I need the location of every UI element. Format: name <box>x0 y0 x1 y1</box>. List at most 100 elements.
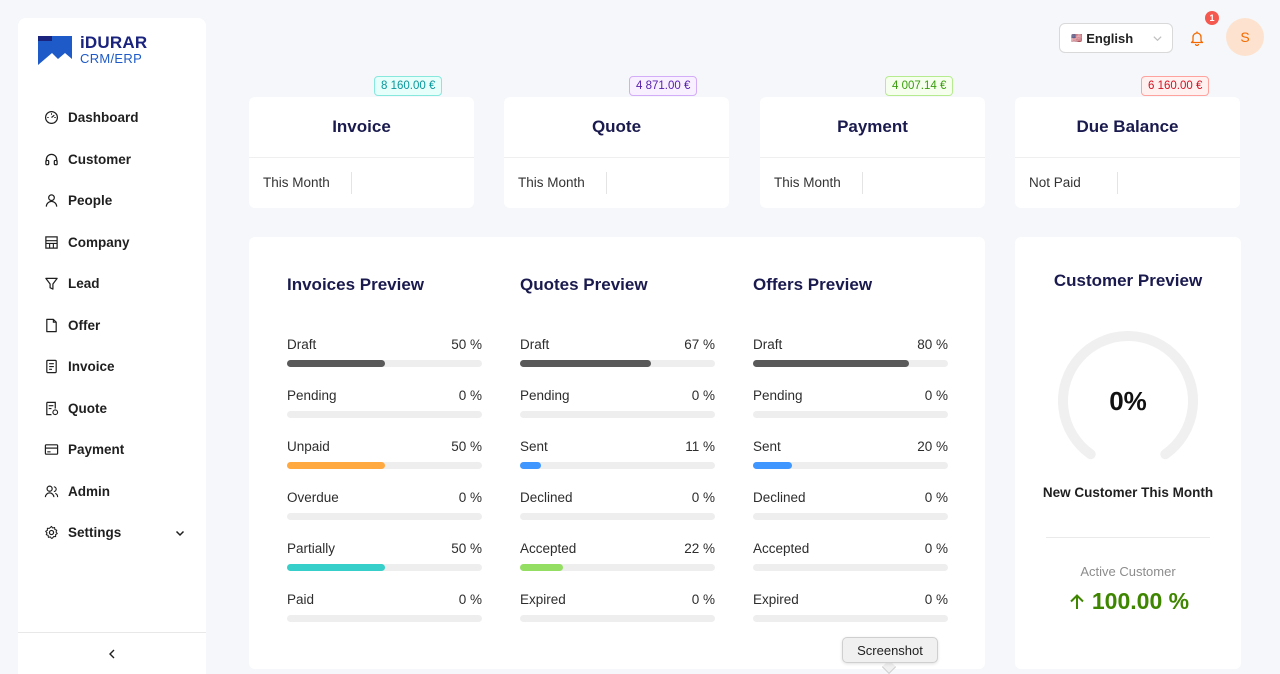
sidebar-item-settings[interactable]: Settings <box>18 512 206 554</box>
sidebar-item-dashboard[interactable]: Dashboard <box>18 97 206 139</box>
status-percent: 0 % <box>924 592 948 607</box>
avatar[interactable]: S <box>1226 18 1264 56</box>
status-percent: 0 % <box>691 490 715 505</box>
progress-fill <box>287 462 385 469</box>
status-percent: 0 % <box>458 592 482 607</box>
sidebar-item-company[interactable]: Company <box>18 222 206 264</box>
sidebar-item-label: Dashboard <box>68 110 139 126</box>
status-label: Accepted <box>753 541 810 556</box>
status-percent: 0 % <box>458 490 482 505</box>
file-icon <box>44 318 59 333</box>
status-row-draft: Draft 50 % <box>287 337 482 367</box>
status-row-expired: Expired 0 % <box>520 592 715 622</box>
sidebar-collapse-button[interactable] <box>18 632 206 674</box>
status-label: Declined <box>753 490 806 505</box>
app-logo[interactable]: iDURAR CRM/ERP <box>38 32 147 66</box>
sidebar-item-label: People <box>68 193 113 209</box>
status-row-pending: Pending 0 % <box>520 388 715 418</box>
status-row-sent: Sent 20 % <box>753 439 948 469</box>
sidebar-item-quote[interactable]: Quote <box>18 388 206 430</box>
status-label: Declined <box>520 490 573 505</box>
sidebar-item-people[interactable]: People <box>18 180 206 222</box>
status-label: Paid <box>287 592 315 607</box>
progress-track <box>287 411 482 418</box>
due-balance-summary-card: Due Balance Not Paid <box>1015 97 1240 208</box>
sidebar-item-lead[interactable]: Lead <box>18 263 206 305</box>
card-title: Invoice <box>249 97 474 158</box>
status-row-draft: Draft 80 % <box>753 337 948 367</box>
gauge-track <box>1058 331 1198 460</box>
gear-icon <box>44 525 59 540</box>
sidebar-item-label: Payment <box>68 442 125 458</box>
progress-track <box>287 513 482 520</box>
team-icon <box>44 484 59 499</box>
sidebar-item-invoice[interactable]: Invoice <box>18 346 206 388</box>
progress-fill <box>520 360 651 367</box>
quote-summary-card: Quote This Month <box>504 97 729 208</box>
sidebar-item-label: Settings <box>68 525 122 541</box>
progress-track <box>520 564 715 571</box>
gauge-value: 0% <box>1109 385 1147 416</box>
status-percent: 0 % <box>924 490 948 505</box>
status-label: Draft <box>520 337 550 352</box>
status-row-draft: Draft 67 % <box>520 337 715 367</box>
status-row-accepted: Accepted 22 % <box>520 541 715 571</box>
progress-track <box>520 513 715 520</box>
status-label: Draft <box>287 337 317 352</box>
user-icon <box>44 193 59 208</box>
status-row-partially: Partially 50 % <box>287 541 482 571</box>
sidebar-item-label: Company <box>68 234 130 250</box>
language-select[interactable]: 🇺🇸 English <box>1059 23 1173 53</box>
status-label: Unpaid <box>287 439 330 454</box>
new-customer-gauge <box>1058 331 1198 460</box>
progress-track <box>287 360 482 367</box>
sidebar-item-offer[interactable]: Offer <box>18 305 206 347</box>
status-percent: 0 % <box>691 592 715 607</box>
status-row-pending: Pending 0 % <box>287 388 482 418</box>
card-title: Quote <box>504 97 729 158</box>
status-percent: 50 % <box>451 439 482 454</box>
status-row-unpaid: Unpaid 50 % <box>287 439 482 469</box>
preview-title: Offers Preview <box>753 275 873 294</box>
status-row-overdue: Overdue 0 % <box>287 490 482 520</box>
status-label: Pending <box>520 388 570 403</box>
progress-track <box>287 615 482 622</box>
progress-track <box>520 411 715 418</box>
card-title: Due Balance <box>1015 97 1240 158</box>
logo-mountain-icon <box>38 36 72 65</box>
sidebar-item-customer[interactable]: Customer <box>18 139 206 181</box>
payment-summary-card: Payment This Month <box>760 97 985 208</box>
sidebar-item-label: Invoice <box>68 359 115 375</box>
progress-fill <box>753 360 909 367</box>
chevron-left-icon <box>109 649 115 658</box>
progress-track <box>520 462 715 469</box>
card-divider <box>606 172 607 194</box>
invoice-summary-card: Invoice This Month <box>249 97 474 208</box>
active-customer-value: 100.00 % <box>1015 588 1241 615</box>
status-percent: 22 % <box>684 541 715 556</box>
sidebar-item-admin[interactable]: Admin <box>18 471 206 513</box>
payment-amount-tag: 4 007.14 € <box>885 76 954 96</box>
status-label: Expired <box>520 592 566 607</box>
notification-count-badge: 1 <box>1205 11 1219 25</box>
status-percent: 0 % <box>924 388 948 403</box>
language-value: English <box>1086 30 1134 46</box>
file-sync-icon <box>44 401 59 416</box>
sidebar-item-label: Admin <box>68 483 110 499</box>
sidebar-item-payment[interactable]: Payment <box>18 429 206 471</box>
status-row-sent: Sent 11 % <box>520 439 715 469</box>
status-percent: 11 % <box>685 439 715 454</box>
status-row-expired: Expired 0 % <box>753 592 948 622</box>
status-percent: 50 % <box>451 541 482 556</box>
notifications-button[interactable] <box>1184 25 1210 51</box>
status-label: Expired <box>753 592 799 607</box>
screenshot-tooltip: Screenshot <box>842 637 938 663</box>
progress-fill <box>287 360 385 367</box>
card-label: Not Paid <box>1029 175 1081 190</box>
status-label: Accepted <box>520 541 577 556</box>
status-percent: 20 % <box>917 439 948 454</box>
progress-track <box>753 411 948 418</box>
progress-track <box>753 513 948 520</box>
filter-icon <box>44 276 59 291</box>
progress-fill <box>520 462 542 469</box>
